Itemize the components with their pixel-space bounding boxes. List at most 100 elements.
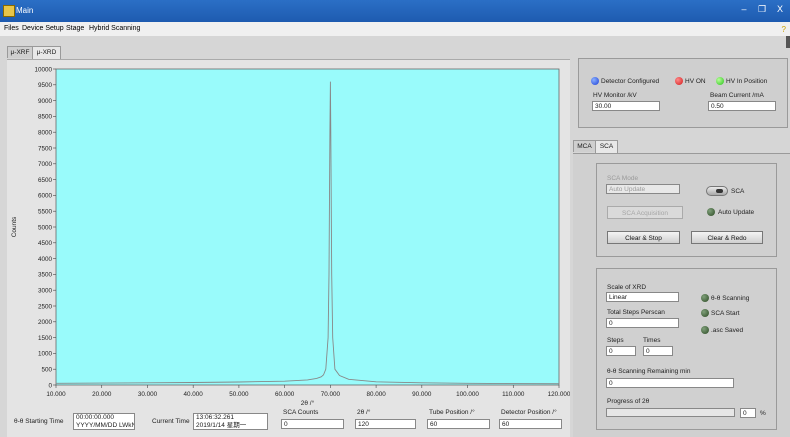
series-line [55,81,560,385]
detector-position-field[interactable]: 60 [499,419,562,429]
detector-configured-led [591,77,599,85]
steps-field[interactable]: 0 [606,346,636,356]
y-tick-label: 7000 [38,161,53,168]
tab-mca[interactable]: MCA [573,140,596,152]
sca-counts-label: SCA Counts [283,409,319,416]
tab-xrf[interactable]: μ-XRF [7,46,33,58]
y-tick-label: 2500 [38,303,53,310]
remaining-field[interactable]: 0 [606,378,734,388]
restore-button[interactable]: ❐ [757,4,767,14]
hv-in-position-led [716,77,724,85]
y-tick-label: 4500 [38,240,53,247]
close-button[interactable]: X [776,4,783,14]
scale-of-xrd-select[interactable]: Linear [606,292,679,302]
total-steps-label: Total Steps Perscan [607,309,665,316]
window-title: Main [16,6,34,15]
x-tick-label: 50.000 [229,391,249,398]
x-tick-label: 70.000 [321,391,341,398]
clear-stop-button[interactable]: Clear & Stop [607,231,680,244]
current-time-label: Current Time [152,418,190,425]
start-time-label: θ-θ Starting Time [14,418,64,425]
status-panel: Detector Configured HV ON HV In Position… [578,58,788,128]
clear-redo-button[interactable]: Clear & Redo [691,231,763,244]
x-tick-label: 80.000 [366,391,386,398]
y-tick-label: 3000 [38,288,53,295]
tube-position-label: Tube Position /° [429,409,475,416]
current-time-line1: 13:06:32.261 [196,414,234,421]
menu-device-setup[interactable]: Device Setup [22,25,64,32]
menu-bar: Files Device Setup Stage Hybrid Scanning [0,22,790,36]
progress-bar [606,408,735,417]
asc-saved-led [701,326,709,334]
start-time-field[interactable]: 00:00:00.000 YYYY/MM/DD LWkNm [73,413,135,430]
x-tick-label: 60.000 [275,391,295,398]
progress-unit: % [760,410,766,417]
total-steps-field[interactable]: 0 [606,318,679,328]
x-tick-label: 20.000 [92,391,112,398]
menu-stage[interactable]: Stage [66,25,85,32]
tab-sca[interactable]: SCA [595,140,618,153]
y-tick-label: 4000 [38,256,53,263]
hv-in-position-label: HV In Position [726,78,768,85]
title-bar: Main – ❐ X [0,0,790,22]
help-icon[interactable]: ? [781,25,786,34]
x-axis-label: 2θ /° [301,399,315,407]
y-tick-label: 500 [41,367,52,374]
app-icon [3,5,15,17]
times-label: Times [643,337,661,344]
current-time-line2: 2019/1/14 星期一 [196,421,247,429]
hv-on-led [675,77,683,85]
y-tick-label: 1000 [38,351,53,358]
beam-current-field[interactable]: 0.50 [708,101,776,111]
xrd-chart: 0 500 1000 1500 2000 2500 3000 3500 4000 4500 5000… [11,66,570,407]
hv-on-label: HV ON [685,78,706,85]
sca-counts-field[interactable]: 0 [281,419,344,429]
steps-label: Steps [607,337,624,344]
auto-update-label: Auto Update [718,209,755,216]
y-tick-label: 6000 [38,193,53,200]
asc-saved-label: .asc Saved [711,327,744,334]
xrd-plot-panel: 0 500 1000 1500 2000 2500 3000 3500 4000 4500 5000… [7,59,570,437]
tube-position-field[interactable]: 60 [427,419,490,429]
two-theta-label: 2θ /° [357,409,371,416]
x-tick-label: 40.000 [184,391,204,398]
y-tick-label: 9500 [38,82,53,89]
menu-files[interactable]: Files [4,25,19,32]
y-tick-label: 8000 [38,130,53,137]
plot-area [55,68,560,386]
two-theta-field[interactable]: 120 [355,419,416,429]
tab-xrd[interactable]: μ-XRD [32,46,61,59]
y-axis-label: Counts [11,216,18,237]
x-tick-label: 30.000 [138,391,158,398]
current-time-field[interactable]: 13:06:32.261 2019/1/14 星期一 [193,413,268,430]
detector-position-label: Detector Position /° [501,409,557,416]
hv-monitor-label: HV Monitor /kV [593,92,637,99]
y-tick-label: 0 [48,382,52,389]
remaining-label: θ-θ Scanning Remaining min [607,368,691,375]
sca-toggle[interactable] [706,186,728,196]
hv-monitor-field[interactable]: 30.00 [592,101,660,111]
sca-mode-field[interactable]: Auto Update [606,184,680,194]
detector-configured-label: Detector Configured [601,78,660,85]
sca-acquisition-button[interactable]: SCA Acquisition [607,206,683,219]
y-tick-label: 6500 [38,177,53,184]
sca-mode-label: SCA Mode [607,175,639,182]
menu-hybrid-scanning[interactable]: Hybrid Scanning [89,25,141,32]
y-tick-label: 1500 [38,335,53,342]
times-field[interactable]: 0 [643,346,673,356]
theta-scanning-label: θ-θ Scanning [711,295,750,302]
sca-toggle-label: SCA [731,188,745,195]
minimize-button[interactable]: – [741,4,747,14]
x-tick-label: 120.000 [548,391,570,398]
x-tick-label: 90.000 [412,391,432,398]
x-tick-label: 10.000 [46,391,66,398]
y-tick-label: 10000 [34,66,52,73]
scale-of-xrd-label: Scale of XRD [607,284,647,291]
beam-current-label: Beam Current /mA [710,92,764,99]
scroll-indicator[interactable] [786,36,790,48]
x-tick-label: 110.000 [502,391,525,398]
start-time-line2: YYYY/MM/DD LWkNm [76,421,134,429]
y-tick-label: 3500 [38,272,53,279]
progress-value-field[interactable]: 0 [740,408,756,418]
y-tick-label: 8500 [38,114,53,121]
